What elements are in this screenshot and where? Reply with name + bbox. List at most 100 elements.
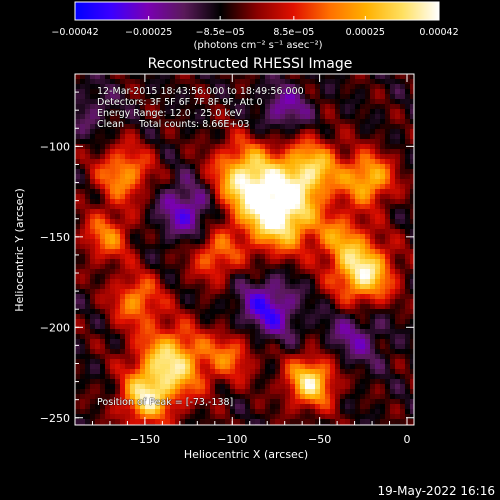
heatmap-cell xyxy=(310,354,316,360)
heatmap-cell xyxy=(325,209,331,215)
heatmap-cell xyxy=(210,269,216,275)
heatmap-cell xyxy=(145,404,151,410)
heatmap-cell xyxy=(340,104,346,110)
heatmap-cell xyxy=(330,244,336,250)
heatmap-cell xyxy=(205,274,211,280)
heatmap-cell xyxy=(265,409,271,415)
heatmap-cell xyxy=(165,394,171,400)
heatmap-cell xyxy=(75,334,81,340)
heatmap-cell xyxy=(260,339,266,345)
heatmap-cell xyxy=(295,414,301,420)
heatmap-cell xyxy=(340,129,346,135)
heatmap-cell xyxy=(140,224,146,230)
heatmap-cell xyxy=(300,109,306,115)
heatmap-cell xyxy=(85,174,91,180)
heatmap-cell xyxy=(265,144,271,150)
heatmap-cell xyxy=(345,169,351,175)
heatmap-cell xyxy=(380,234,386,240)
heatmap-cell xyxy=(125,344,131,350)
heatmap-cell xyxy=(360,194,366,200)
heatmap-cell xyxy=(345,144,351,150)
heatmap-cell xyxy=(270,129,276,135)
heatmap-cell xyxy=(250,239,256,245)
heatmap-cell xyxy=(175,339,181,345)
heatmap-cell xyxy=(215,259,221,265)
heatmap-cell xyxy=(305,394,311,400)
heatmap-cell xyxy=(145,419,151,425)
heatmap-cell xyxy=(210,389,216,395)
heatmap-cell xyxy=(380,74,386,80)
heatmap-cell xyxy=(180,74,186,80)
heatmap-cell xyxy=(145,409,151,415)
heatmap-cell xyxy=(160,364,166,370)
heatmap-cell xyxy=(165,234,171,240)
heatmap-cell xyxy=(130,179,136,185)
heatmap-cell xyxy=(270,379,276,385)
heatmap-cell xyxy=(300,94,306,100)
heatmap-cell xyxy=(80,169,86,175)
heatmap-cell xyxy=(110,364,116,370)
heatmap-cell xyxy=(115,184,121,190)
heatmap-cell xyxy=(250,309,256,315)
heatmap-cell xyxy=(245,154,251,160)
heatmap-cell xyxy=(190,169,196,175)
heatmap-cell xyxy=(200,309,206,315)
heatmap-cell xyxy=(315,139,321,145)
heatmap-cell xyxy=(100,369,106,375)
heatmap-cell xyxy=(290,134,296,140)
heatmap-cell xyxy=(370,399,376,405)
heatmap-cell xyxy=(405,414,411,420)
heatmap-cell xyxy=(365,154,371,160)
heatmap-cell xyxy=(190,124,196,130)
heatmap-cell xyxy=(180,129,186,135)
heatmap-cell xyxy=(365,179,371,185)
heatmap-cell xyxy=(325,154,331,160)
heatmap-cell xyxy=(215,349,221,355)
heatmap-cell xyxy=(290,229,296,235)
heatmap-cell xyxy=(125,349,131,355)
heatmap-cell xyxy=(135,354,141,360)
heatmap-cell xyxy=(115,139,121,145)
heatmap-cell xyxy=(115,304,121,310)
heatmap-cell xyxy=(105,214,111,220)
heatmap-cell xyxy=(135,139,141,145)
heatmap-cell xyxy=(290,244,296,250)
heatmap-cell xyxy=(285,309,291,315)
heatmap-cell xyxy=(95,334,101,340)
heatmap-cell xyxy=(115,224,121,230)
heatmap-cell xyxy=(350,384,356,390)
heatmap-cell xyxy=(215,214,221,220)
heatmap-cell xyxy=(195,304,201,310)
heatmap-cell xyxy=(395,184,401,190)
heatmap-cell xyxy=(275,329,281,335)
heatmap-cell xyxy=(270,419,276,425)
heatmap-cell xyxy=(205,379,211,385)
heatmap-cell xyxy=(145,394,151,400)
heatmap-cell xyxy=(330,294,336,300)
heatmap-cell xyxy=(125,239,131,245)
heatmap-cell xyxy=(155,349,161,355)
heatmap-cell xyxy=(205,334,211,340)
heatmap-cell xyxy=(95,294,101,300)
heatmap-cell xyxy=(295,314,301,320)
heatmap-cell xyxy=(95,279,101,285)
heatmap-cell xyxy=(170,384,176,390)
heatmap-cell xyxy=(335,99,341,105)
heatmap-cell xyxy=(210,319,216,325)
heatmap-cell xyxy=(315,344,321,350)
heatmap-cell xyxy=(305,239,311,245)
heatmap-cell xyxy=(225,284,231,290)
heatmap-cell xyxy=(265,214,271,220)
heatmap-cell xyxy=(110,129,116,135)
heatmap-cell xyxy=(285,144,291,150)
heatmap-cell xyxy=(115,414,121,420)
heatmap-cell xyxy=(395,174,401,180)
heatmap-cell xyxy=(320,339,326,345)
heatmap-cell xyxy=(395,294,401,300)
heatmap-cell xyxy=(135,199,141,205)
heatmap-cell xyxy=(240,284,246,290)
heatmap-cell xyxy=(300,184,306,190)
heatmap-cell xyxy=(375,224,381,230)
heatmap-cell xyxy=(395,339,401,345)
heatmap-cell xyxy=(225,189,231,195)
